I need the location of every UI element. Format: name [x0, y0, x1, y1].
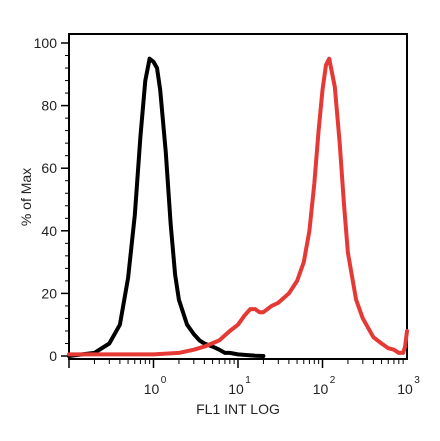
x-axis-title: FL1 INT LOG: [196, 401, 280, 417]
x-tick-exponent: 1: [245, 375, 251, 386]
y-tick-label: 40: [41, 223, 57, 239]
x-tick-exponent: 3: [414, 375, 420, 386]
y-axis-title: % of Max: [18, 168, 34, 226]
x-tick-exponent: 0: [161, 375, 167, 386]
y-tick-label: 0: [49, 348, 57, 364]
y-axis: 0 20 40 60 80 100: [34, 35, 69, 364]
y-tick-label: 100: [34, 35, 58, 51]
y-tick-label: 80: [41, 98, 57, 114]
x-tick-exponent: 2: [330, 375, 336, 386]
plot-frame: [68, 33, 408, 360]
series-line-0: [67, 56, 266, 358]
x-tick-label: 10: [144, 381, 160, 397]
series-layer: [67, 56, 409, 358]
x-tick-label: 10: [313, 381, 329, 397]
y-tick-label: 60: [41, 160, 57, 176]
series-line-1: [67, 56, 409, 357]
y-tick-label: 20: [41, 285, 57, 301]
x-tick-label: 10: [397, 381, 413, 397]
x-tick-label: 10: [228, 381, 244, 397]
